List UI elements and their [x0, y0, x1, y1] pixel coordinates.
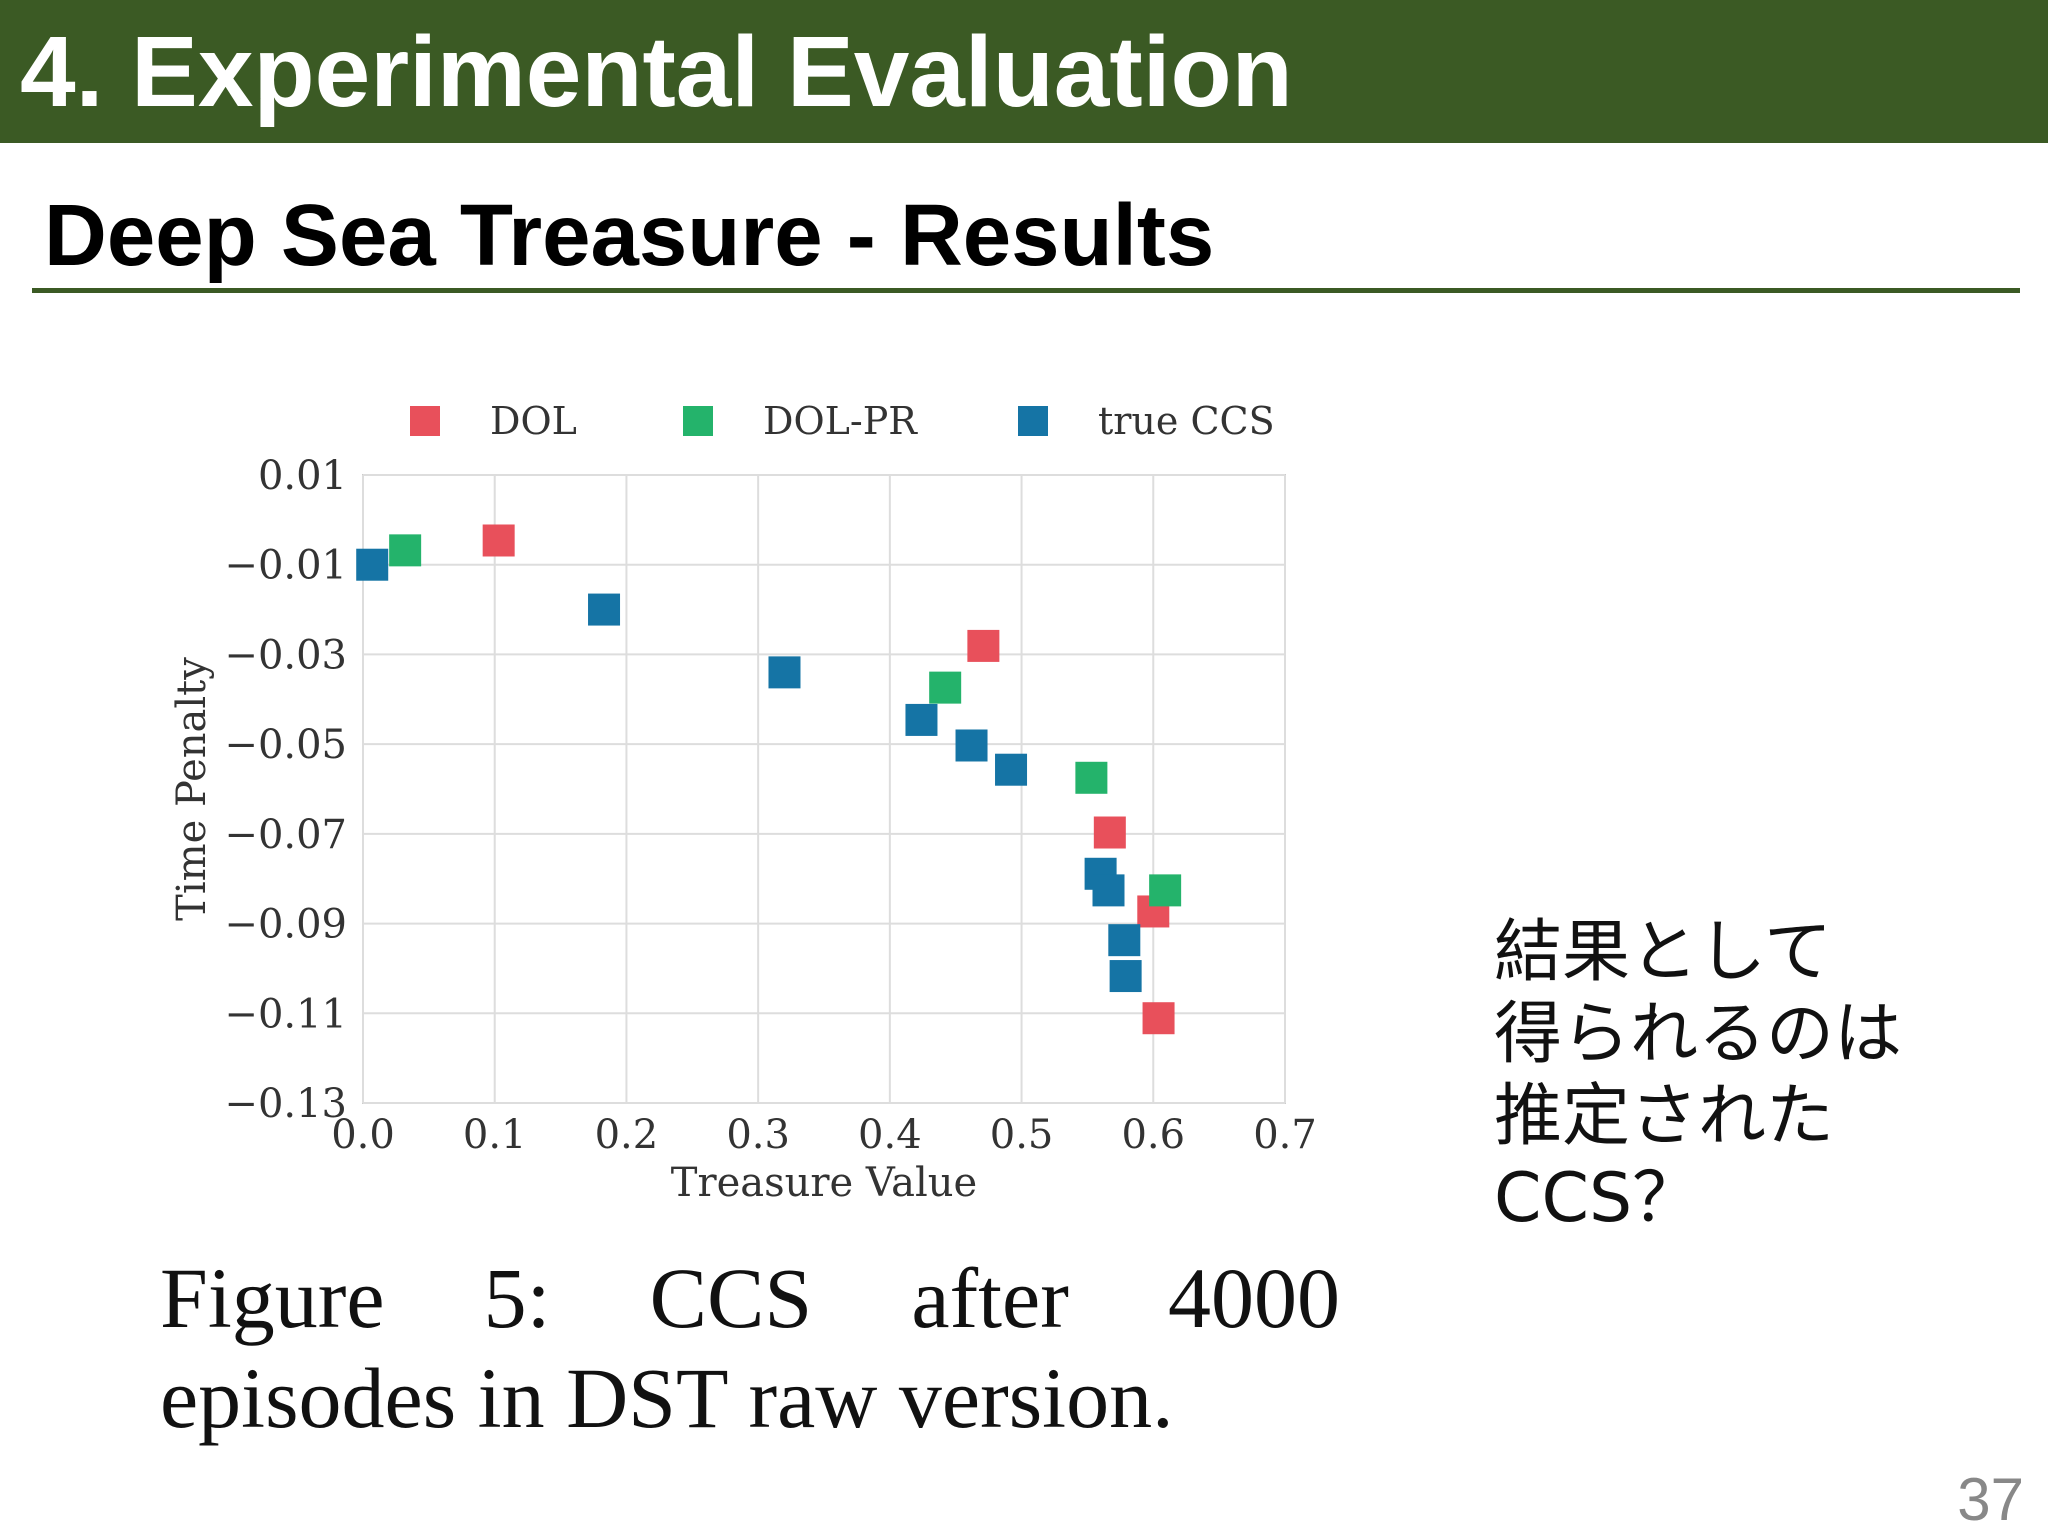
caption-line-2: episodes in DST raw version.: [160, 1350, 1174, 1446]
page-number: 37: [1957, 1466, 2024, 1533]
data-point-dol: [967, 629, 1000, 662]
data-point-true-ccs: [955, 729, 988, 762]
x-tick-label: 0.5: [990, 1112, 1054, 1158]
data-point-true-ccs: [1109, 960, 1142, 993]
caption-word: after: [911, 1250, 1069, 1346]
y-tick-label: −0.01: [224, 543, 347, 589]
caption-word: CCS: [649, 1250, 813, 1346]
data-point-dol-pr: [929, 671, 962, 704]
x-tick-label: 0.1: [463, 1112, 527, 1158]
data-point-dol: [1093, 816, 1126, 849]
data-point-true-ccs: [356, 548, 389, 581]
data-point-dol: [1142, 1002, 1175, 1035]
data-point-dol-pr: [1075, 761, 1108, 794]
legend-marker: [410, 406, 440, 436]
data-point-true-ccs: [1092, 874, 1125, 907]
data-point-dol: [482, 524, 515, 557]
x-tick-label: 0.2: [595, 1112, 659, 1158]
slide-subtitle: Deep Sea Treasure - Results: [44, 187, 1215, 284]
data-point-dol-pr: [1149, 874, 1182, 907]
x-tick-label: 0.7: [1253, 1112, 1317, 1158]
y-tick-labels: 0.01 −0.01 −0.03 −0.05 −0.07 −0.09 −0.11 −0.13: [224, 453, 347, 1127]
x-tick-label: 0.6: [1121, 1112, 1185, 1158]
side-note: 結果として 得られるのは 推定された CCS？: [1494, 912, 1902, 1240]
data-point-true-ccs: [588, 593, 621, 626]
subtitle-rule: [32, 288, 2020, 293]
figure-caption: Figure 5: CCS after 4000 episodes in DST…: [160, 1248, 1340, 1448]
x-tick-label: 0.3: [726, 1112, 790, 1158]
slide-title: 4. Experimental Evaluation: [20, 16, 1293, 128]
chart-legend: DOL DOL-PR true CCS: [410, 399, 1275, 443]
x-axis-label: Treasure Value: [671, 1160, 977, 1206]
y-axis-label: Time Penalty: [169, 657, 215, 921]
legend-marker: [1018, 406, 1048, 436]
side-note-line: 得られるのは: [1494, 995, 1903, 1074]
y-tick-label: −0.09: [224, 902, 347, 948]
x-tick-label: 0.4: [858, 1112, 922, 1158]
y-tick-label: −0.05: [224, 722, 347, 768]
side-note-line: 結果として: [1494, 913, 1832, 992]
title-bar: [0, 0, 2048, 143]
legend-label: DOL-PR: [763, 399, 918, 443]
y-tick-label: −0.07: [224, 812, 347, 858]
caption-word: 4000: [1167, 1250, 1340, 1346]
y-tick-label: −0.03: [224, 632, 347, 678]
side-note-line: 推定された: [1494, 1077, 1835, 1156]
y-tick-label: −0.13: [224, 1081, 347, 1127]
y-tick-label: −0.11: [224, 991, 347, 1037]
x-tick-labels: 0.0 0.1 0.2 0.3 0.4 0.5 0.6 0.7: [331, 1112, 1317, 1158]
data-point-true-ccs: [768, 656, 801, 689]
side-note-line: CCS？: [1494, 1159, 1701, 1238]
legend-label: DOL: [490, 399, 577, 443]
x-tick-label: 0.0: [331, 1112, 395, 1158]
data-points: [356, 524, 1182, 1035]
data-point-true-ccs: [995, 753, 1028, 786]
caption-word: Figure: [160, 1250, 385, 1346]
y-tick-label: 0.01: [258, 453, 347, 499]
legend-marker: [683, 406, 713, 436]
data-point-true-ccs: [1108, 924, 1141, 957]
caption-line-1: Figure 5: CCS after 4000: [160, 1248, 1340, 1348]
caption-word: 5:: [483, 1250, 551, 1346]
legend-label: true CCS: [1098, 399, 1275, 443]
data-point-dol-pr: [389, 534, 422, 567]
data-point-true-ccs: [905, 703, 938, 736]
